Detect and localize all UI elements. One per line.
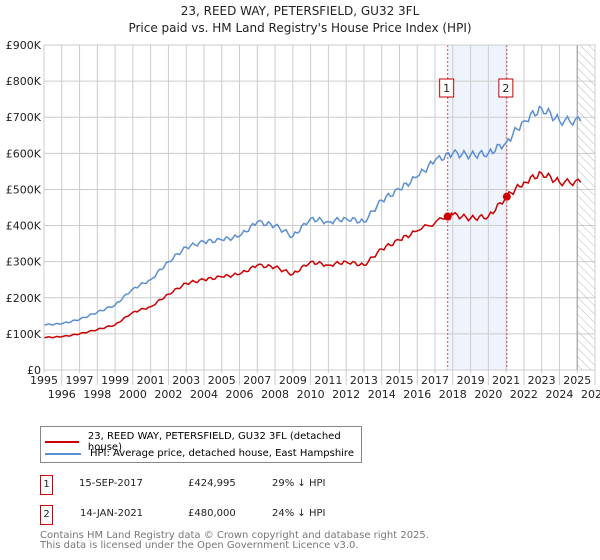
x-tick-label: 2005 bbox=[208, 374, 236, 387]
footer-copyright: Contains HM Land Registry data © Crown c… bbox=[40, 530, 429, 541]
footer-licence: This data is licensed under the Open Gov… bbox=[40, 540, 359, 551]
x-tick-label: 2010 bbox=[297, 388, 325, 401]
sale-point bbox=[502, 192, 511, 201]
x-tick-label: 2009 bbox=[279, 374, 307, 387]
x-tick-label: 2022 bbox=[510, 388, 538, 401]
annotation-label: 1 bbox=[443, 82, 450, 95]
x-tick-label: 2016 bbox=[403, 388, 431, 401]
plot-border bbox=[43, 44, 596, 371]
x-tick-label: 2024 bbox=[545, 388, 573, 401]
x-tick-label: 2004 bbox=[190, 388, 218, 401]
annotation-box bbox=[439, 78, 455, 98]
y-tick-label: £700K bbox=[6, 111, 42, 124]
x-tick-label: 2008 bbox=[261, 388, 289, 401]
x-tick-label: 2020 bbox=[474, 388, 502, 401]
series-line bbox=[44, 170, 582, 339]
transaction-date: 15-SEP-2017 bbox=[79, 478, 143, 489]
legend: 23, REED WAY, PETERSFIELD, GU32 3FL (det… bbox=[40, 426, 362, 463]
plot-area: 1995199619971998199920002001200220032004… bbox=[6, 39, 600, 401]
legend-swatch-blue bbox=[45, 452, 81, 455]
legend-item-hpi: HPI: Average price, detached house, East… bbox=[45, 448, 354, 459]
x-tick-label: 2002 bbox=[154, 388, 182, 401]
x-tick-label: 2015 bbox=[385, 374, 413, 387]
x-tick-label: 2001 bbox=[137, 374, 165, 387]
annotation-box bbox=[498, 78, 514, 98]
y-tick-label: £500K bbox=[6, 183, 42, 196]
legend-label: HPI: Average price, detached house, East… bbox=[90, 448, 354, 459]
chart-subtitle: Price paid vs. HM Land Registry's House … bbox=[128, 21, 472, 35]
y-tick-label: £100K bbox=[6, 328, 42, 341]
marker-badge: 2 bbox=[40, 505, 53, 525]
annotation-label: 2 bbox=[502, 82, 509, 95]
x-tick-label: 1997 bbox=[66, 374, 94, 387]
y-tick-label: £400K bbox=[6, 220, 42, 233]
shaded-period bbox=[447, 45, 507, 370]
x-tick-label: 2006 bbox=[226, 388, 254, 401]
x-tick-label: 2023 bbox=[528, 374, 556, 387]
y-tick-label: £600K bbox=[6, 147, 42, 160]
legend-item-property: 23, REED WAY, PETERSFIELD, GU32 3FL (det… bbox=[45, 431, 361, 453]
transaction-price: £480,000 bbox=[188, 508, 236, 519]
transaction-date: 14-JAN-2021 bbox=[80, 508, 144, 519]
y-tick-label: £200K bbox=[6, 292, 42, 305]
legend-swatch-red bbox=[45, 441, 79, 443]
x-tick-label: 2018 bbox=[439, 388, 467, 401]
x-tick-label: 1999 bbox=[101, 374, 129, 387]
y-tick-label: £300K bbox=[6, 256, 42, 269]
y-tick-label: £800K bbox=[6, 75, 42, 88]
x-tick-label: 2019 bbox=[457, 374, 485, 387]
x-tick-label: 2026 bbox=[581, 388, 600, 401]
x-tick-label: 2012 bbox=[332, 388, 360, 401]
transaction-price: £424,995 bbox=[188, 478, 236, 489]
x-tick-label: 1995 bbox=[30, 374, 58, 387]
x-tick-label: 2011 bbox=[314, 374, 342, 387]
x-tick-label: 2014 bbox=[368, 388, 396, 401]
y-tick-label: £900K bbox=[6, 39, 42, 52]
x-tick-label: 2000 bbox=[119, 388, 147, 401]
x-tick-label: 1998 bbox=[83, 388, 111, 401]
x-tick-label: 2025 bbox=[563, 374, 591, 387]
transaction-hpi: 24% ↓ HPI bbox=[272, 508, 326, 519]
x-tick-label: 2021 bbox=[492, 374, 520, 387]
marker-badge: 1 bbox=[40, 475, 53, 495]
sale-point bbox=[443, 212, 452, 221]
chart-title: 23, REED WAY, PETERSFIELD, GU32 3FL bbox=[180, 4, 420, 18]
x-tick-label: 2003 bbox=[172, 374, 200, 387]
transaction-hpi: 29% ↓ HPI bbox=[272, 478, 326, 489]
legend-label: 23, REED WAY, PETERSFIELD, GU32 3FL (det… bbox=[87, 431, 341, 453]
x-tick-label: 2013 bbox=[350, 374, 378, 387]
future-hatch bbox=[577, 45, 595, 370]
x-tick-label: 2017 bbox=[421, 374, 449, 387]
x-tick-label: 2007 bbox=[243, 374, 271, 387]
series-line bbox=[44, 105, 582, 326]
x-tick-label: 1996 bbox=[48, 388, 76, 401]
y-tick-label: £0 bbox=[27, 364, 41, 377]
